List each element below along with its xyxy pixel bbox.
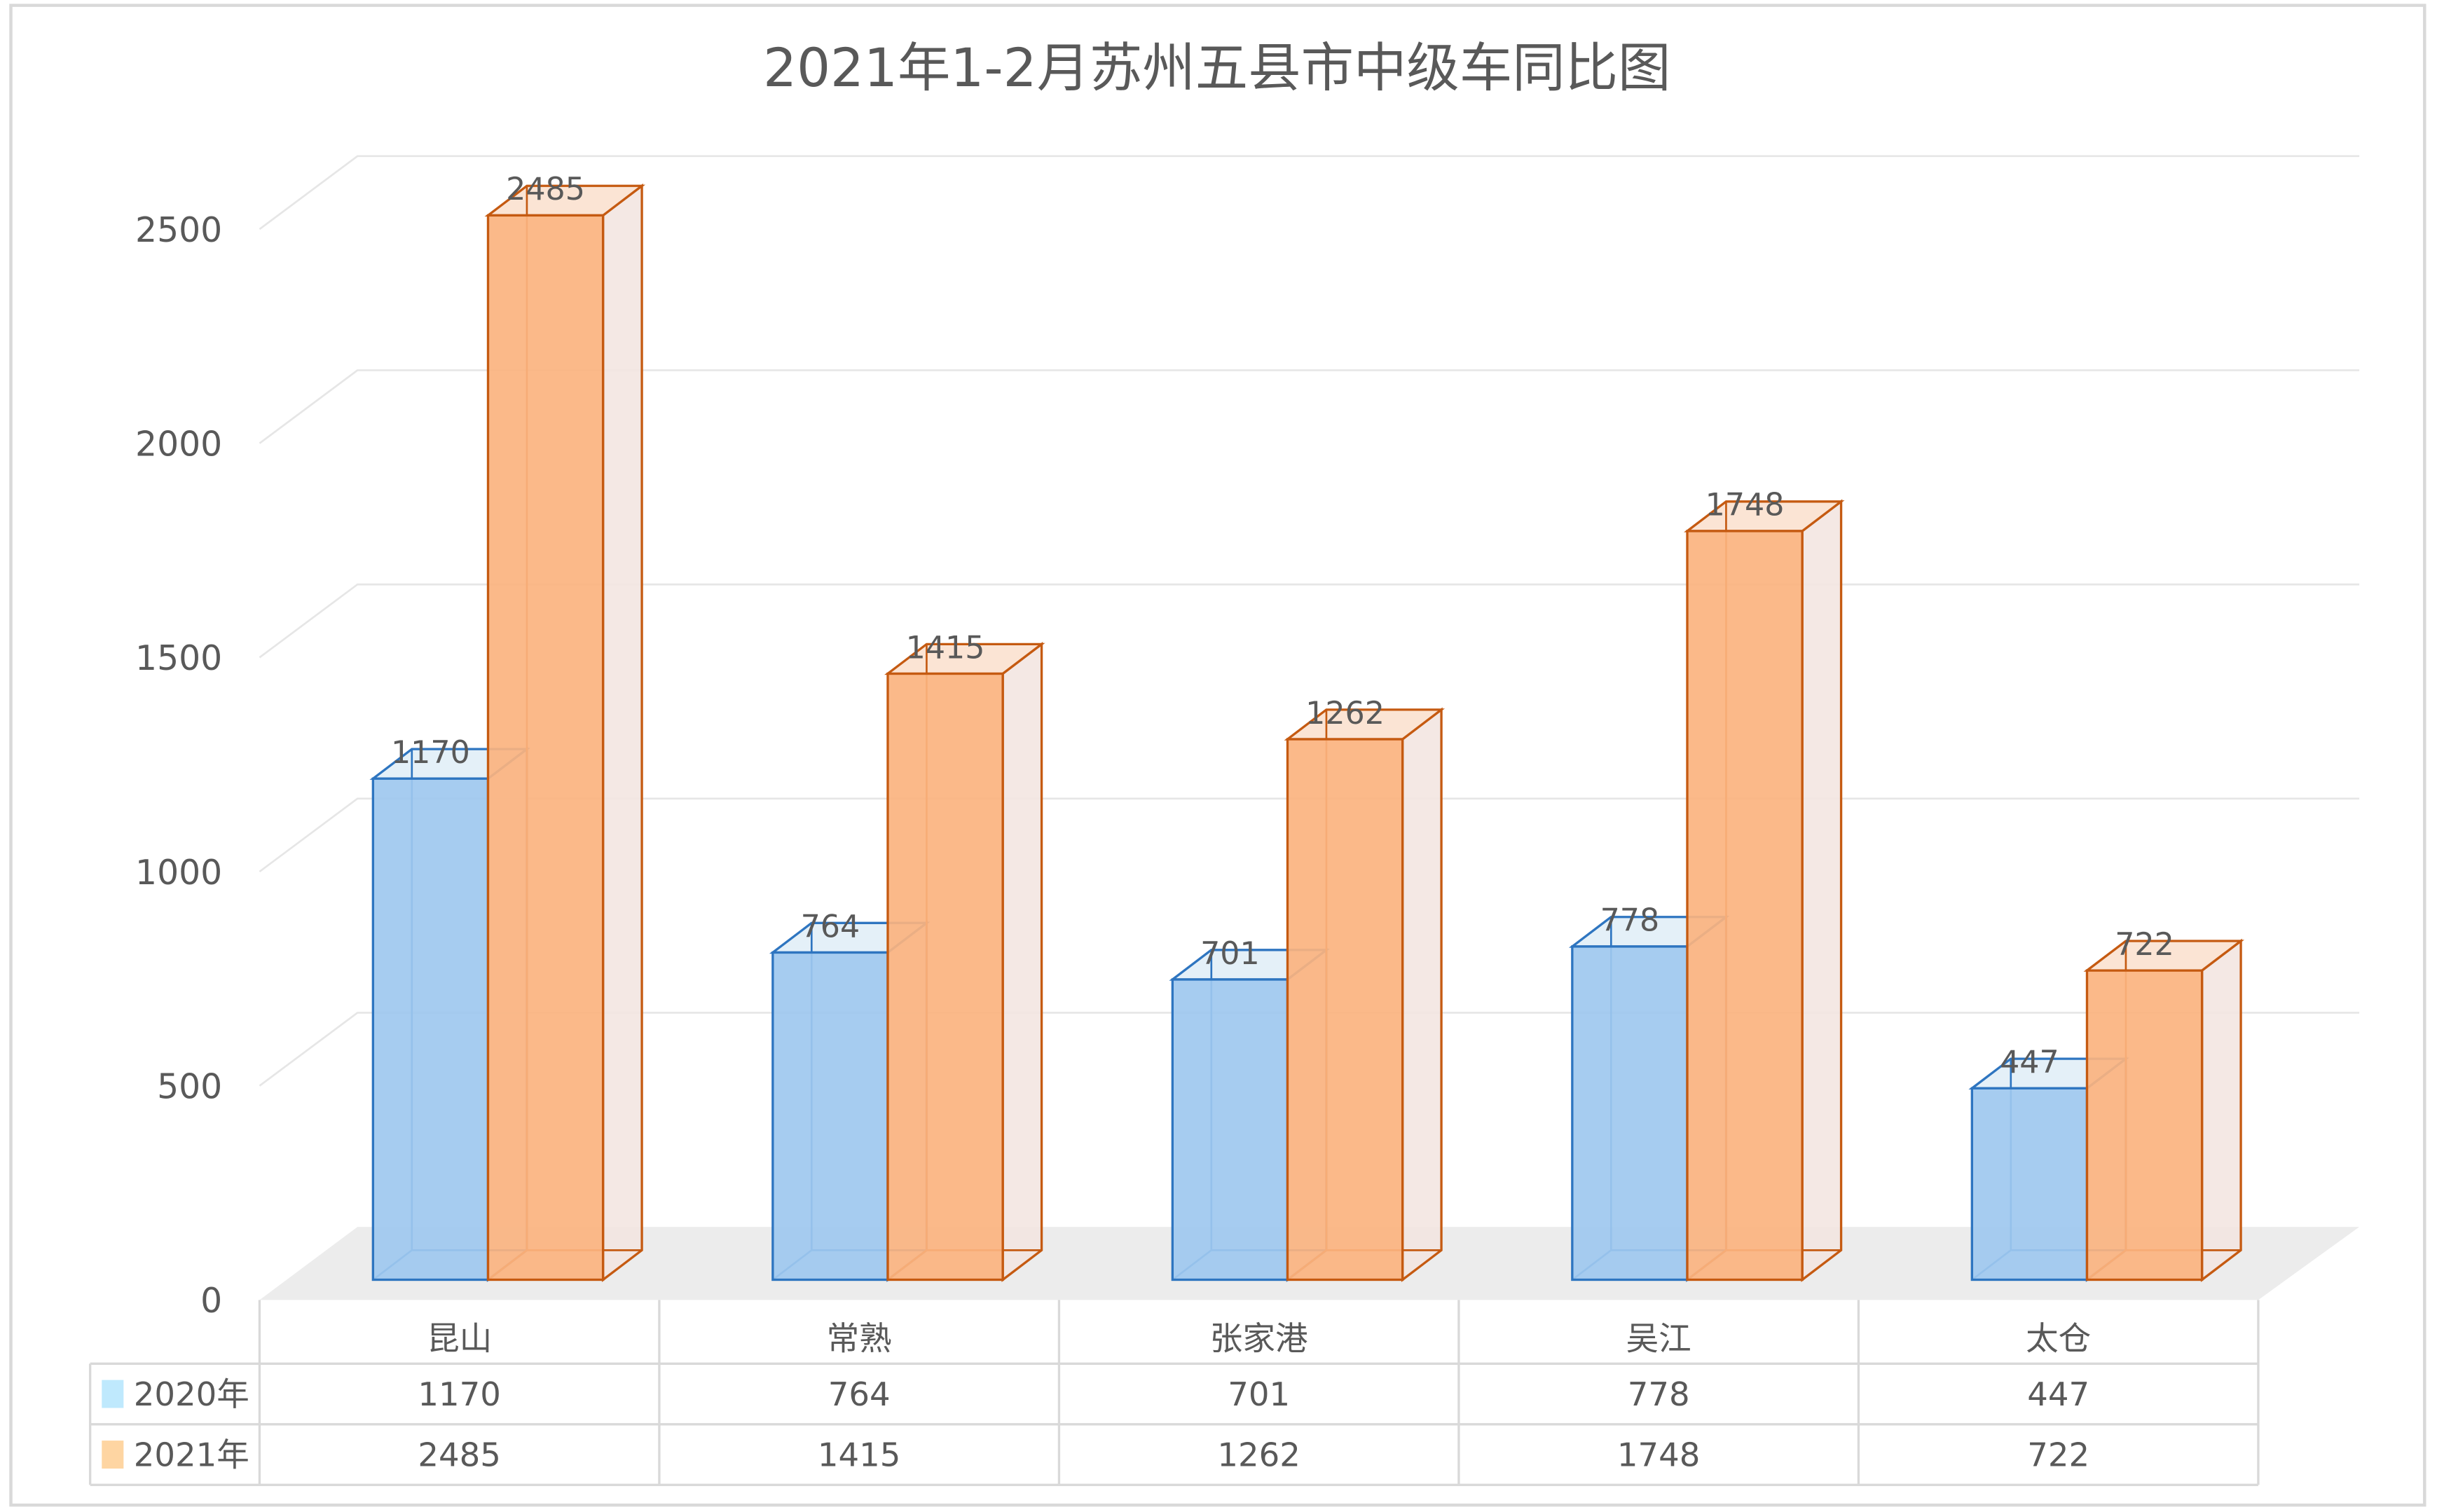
bar-2021年-昆山: 2485 — [484, 172, 646, 1282]
bar-front — [886, 672, 1004, 1281]
bar-2021年-常熟: 1415 — [884, 630, 1045, 1282]
y-tick-label: 1000 — [135, 853, 222, 893]
bar-front — [1686, 530, 1804, 1281]
bar-front — [771, 951, 889, 1281]
data-label: 764 — [801, 909, 860, 944]
data-label: 1748 — [1705, 488, 1785, 523]
bar-front — [486, 214, 605, 1281]
chart-title: 2021年1-2月苏州五县市中级车同比图 — [763, 37, 1670, 99]
table-cell: 722 — [2027, 1436, 2089, 1474]
legend-key — [102, 1380, 124, 1408]
data-label: 1170 — [391, 735, 470, 771]
bar-front — [1970, 1087, 2089, 1281]
y-tick-label: 0 — [200, 1281, 222, 1321]
gridline — [259, 369, 2360, 444]
bar-side — [601, 183, 643, 1282]
data-label: 722 — [2115, 927, 2174, 963]
y-axis-ticks: 0 500 1000 1500 2000 2500 — [135, 210, 222, 1321]
data-label: 701 — [1200, 936, 1260, 972]
data-label: 447 — [2000, 1045, 2059, 1080]
legend-label: 2020年 — [134, 1375, 249, 1413]
bar-2021年-太仓: 722 — [2083, 927, 2245, 1282]
bar-side — [1401, 707, 1443, 1282]
category-label: 太仓 — [2026, 1319, 2091, 1357]
data-label: 1262 — [1305, 696, 1385, 731]
bar-front — [1571, 945, 1689, 1281]
legend-key — [102, 1441, 124, 1469]
bar-front — [1286, 738, 1404, 1281]
data-table: 昆山 常熟 张家港 吴江 太仓 2020年 1170 764 701 778 447 2021年 248… — [88, 1300, 2260, 1486]
table-cell: 1415 — [818, 1436, 901, 1474]
table-cell: 1748 — [1617, 1436, 1701, 1474]
legend-label: 2021年 — [134, 1436, 249, 1474]
table-cell: 778 — [1628, 1375, 1690, 1413]
category-label: 常熟 — [827, 1319, 892, 1357]
category-label: 吴江 — [1626, 1319, 1691, 1357]
bars: 1170 2485 764 1415 701 1262 778 1748 447 722 — [369, 172, 2245, 1282]
bar-side — [1801, 499, 1843, 1282]
bar-2021年-张家港: 1262 — [1284, 696, 1446, 1282]
gridline — [259, 155, 2360, 231]
bar-front — [2085, 969, 2204, 1281]
bar-side — [1001, 641, 1043, 1282]
y-tick-label: 1500 — [135, 638, 222, 678]
table-cell: 447 — [2027, 1375, 2089, 1413]
table-cell: 1170 — [418, 1375, 501, 1413]
table-cell: 764 — [828, 1375, 891, 1413]
y-tick-label: 500 — [157, 1066, 222, 1106]
table-cell: 2485 — [418, 1436, 501, 1474]
bar-2021年-吴江: 1748 — [1684, 488, 1845, 1282]
bar-front — [1171, 978, 1289, 1281]
table-cell: 1262 — [1217, 1436, 1300, 1474]
bar-front — [371, 777, 490, 1281]
data-label: 1415 — [906, 630, 985, 666]
category-label: 张家港 — [1210, 1319, 1308, 1357]
table-cell: 701 — [1228, 1375, 1290, 1413]
category-label: 昆山 — [427, 1319, 492, 1357]
data-label: 2485 — [506, 172, 585, 207]
bar-side — [2200, 938, 2242, 1282]
data-label: 778 — [1600, 903, 1660, 939]
y-tick-label: 2500 — [135, 210, 222, 250]
y-tick-label: 2000 — [135, 424, 222, 464]
